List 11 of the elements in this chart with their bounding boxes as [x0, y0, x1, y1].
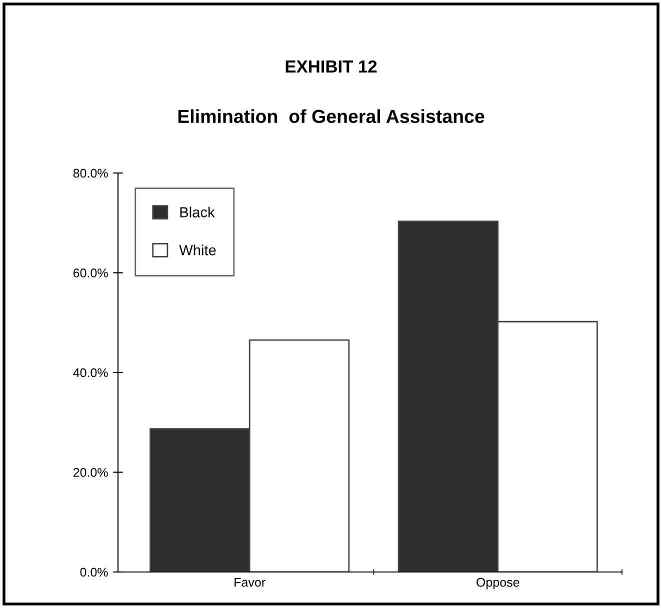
y-tick-label: 40.0% — [73, 368, 108, 378]
y-tick-label: 0.0% — [80, 568, 108, 577]
chart-title: EXHIBIT 12 — [286, 60, 377, 72]
chart-subtitle: Elimination of General Assistance — [178, 109, 484, 124]
x-tick-label: Favor — [234, 578, 266, 587]
y-tick-label: 60.0% — [73, 268, 108, 278]
x-tick-label: Oppose — [476, 578, 520, 590]
y-tick-label: 20.0% — [73, 468, 108, 477]
y-tick-label: 80.0% — [73, 168, 108, 178]
legend-label: Black — [180, 206, 215, 218]
legend-label: White — [179, 244, 216, 256]
